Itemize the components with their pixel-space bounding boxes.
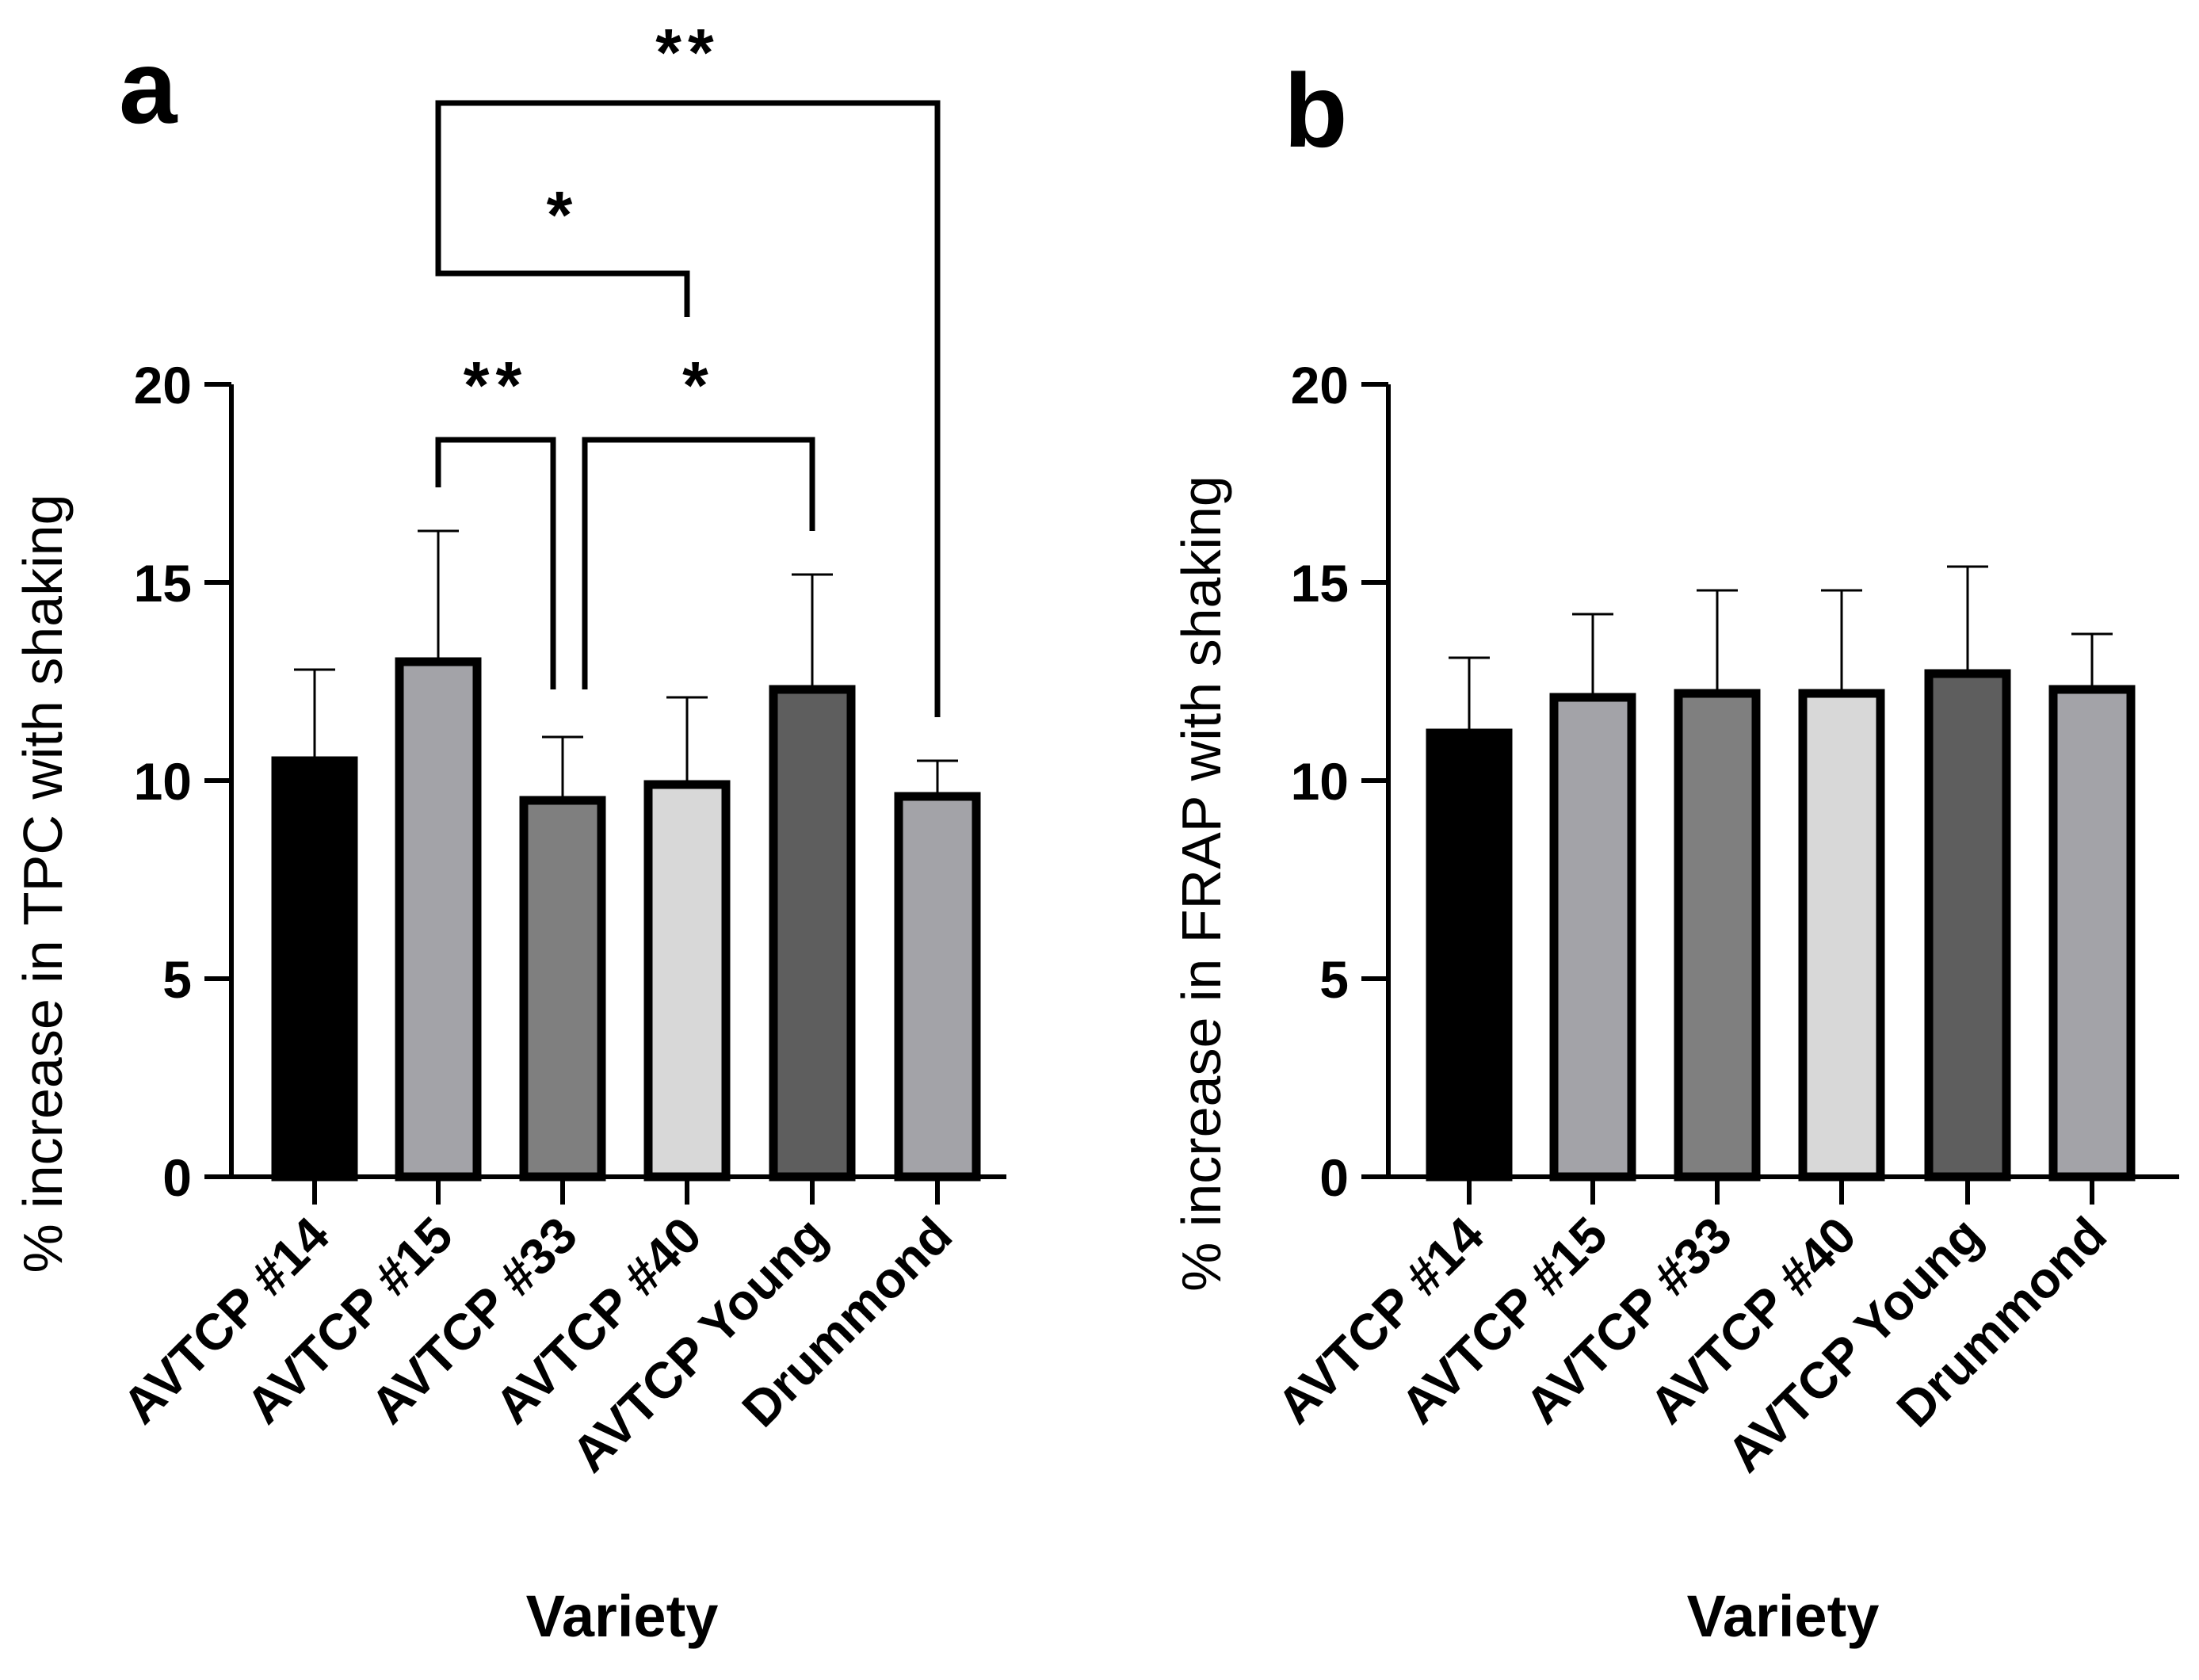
panel-label: a bbox=[119, 29, 178, 145]
x-axis-title: Variety bbox=[1687, 1583, 1880, 1649]
panel-label: b bbox=[1284, 52, 1348, 169]
significance-label: ** bbox=[655, 15, 720, 90]
bar bbox=[1924, 669, 2011, 1182]
bar bbox=[2048, 685, 2136, 1182]
significance-label: * bbox=[682, 348, 715, 422]
y-tick-label: 20 bbox=[134, 356, 192, 414]
bar bbox=[395, 657, 482, 1182]
bar bbox=[1426, 728, 1513, 1182]
y-tick-label: 5 bbox=[1319, 950, 1349, 1009]
bar bbox=[519, 796, 606, 1182]
y-axis-title: % increase in TPC with shaking bbox=[12, 494, 74, 1273]
bar bbox=[894, 792, 981, 1182]
significance-bracket bbox=[582, 437, 815, 689]
bar bbox=[1549, 693, 1636, 1182]
y-tick-label: 0 bbox=[162, 1148, 192, 1207]
y-tick-label: 10 bbox=[1291, 752, 1349, 811]
y-axis-title: % increase in FRAP with shaking bbox=[1170, 475, 1232, 1292]
bar bbox=[271, 756, 358, 1182]
significance-bracket bbox=[435, 437, 556, 689]
bar bbox=[1798, 689, 1885, 1182]
y-tick-label: 15 bbox=[1291, 554, 1349, 613]
y-tick-label: 10 bbox=[134, 752, 192, 811]
y-tick-label: 5 bbox=[162, 950, 192, 1009]
significance-bracket bbox=[435, 100, 941, 717]
bar bbox=[769, 685, 856, 1182]
y-tick-label: 20 bbox=[1291, 356, 1349, 414]
bar bbox=[1674, 689, 1761, 1182]
bar bbox=[643, 780, 731, 1182]
significance-bracket bbox=[435, 222, 690, 317]
significance-label: * bbox=[547, 178, 579, 252]
significance-label: ** bbox=[464, 348, 528, 422]
x-axis-title: Variety bbox=[526, 1583, 719, 1649]
y-tick-label: 0 bbox=[1319, 1148, 1349, 1207]
y-tick-label: 15 bbox=[134, 554, 192, 613]
